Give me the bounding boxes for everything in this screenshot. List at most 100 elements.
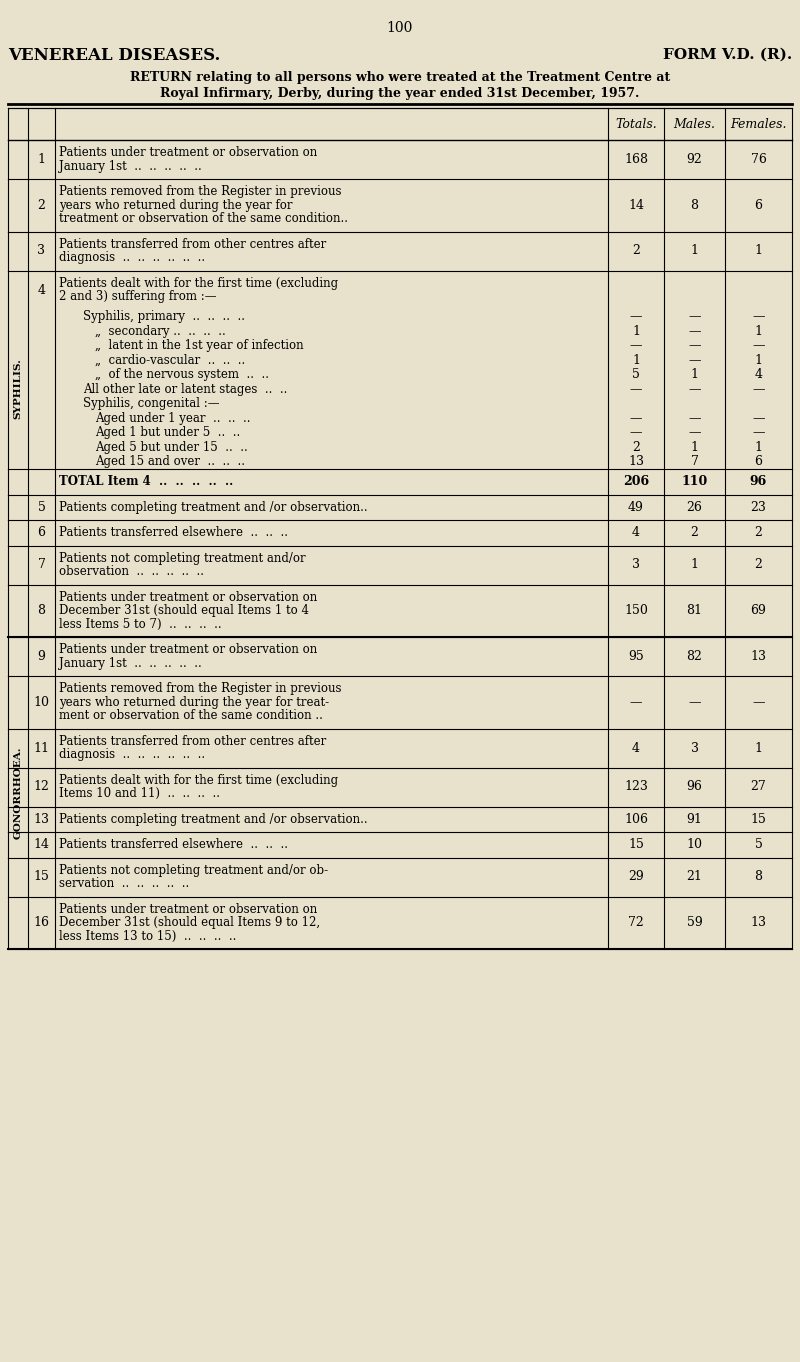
Text: Patients completing treatment and /or observation..: Patients completing treatment and /or ob… — [59, 813, 368, 825]
Text: —: — — [688, 354, 701, 366]
Text: —: — — [630, 339, 642, 353]
Text: 1: 1 — [754, 354, 762, 366]
Text: 168: 168 — [624, 153, 648, 166]
Text: 10: 10 — [34, 696, 50, 708]
Text: 1: 1 — [632, 354, 640, 366]
Text: GONORRHOEA.: GONORRHOEA. — [14, 746, 22, 839]
Text: 12: 12 — [34, 780, 50, 794]
Text: Syphilis, primary  ..  ..  ..  ..: Syphilis, primary .. .. .. .. — [83, 311, 245, 323]
Text: 110: 110 — [682, 475, 708, 488]
Text: years who returned during the year for: years who returned during the year for — [59, 199, 293, 211]
Text: —: — — [688, 696, 701, 708]
Text: Aged 15 and over  ..  ..  ..: Aged 15 and over .. .. .. — [95, 455, 245, 469]
Text: 15: 15 — [628, 838, 644, 851]
Text: 5: 5 — [38, 501, 46, 513]
Text: 21: 21 — [686, 870, 702, 884]
Text: SYPHILIS.: SYPHILIS. — [14, 358, 22, 419]
Text: —: — — [630, 383, 642, 396]
Text: 1: 1 — [754, 245, 762, 257]
Text: Patients transferred elsewhere  ..  ..  ..: Patients transferred elsewhere .. .. .. — [59, 526, 288, 539]
Text: 2: 2 — [690, 526, 698, 539]
Text: 13: 13 — [750, 650, 766, 663]
Text: 1: 1 — [38, 153, 46, 166]
Text: Patients dealt with for the first time (excluding: Patients dealt with for the first time (… — [59, 276, 338, 290]
Text: 92: 92 — [686, 153, 702, 166]
Text: 2: 2 — [754, 558, 762, 572]
Text: 96: 96 — [750, 475, 767, 488]
Text: Patients completing treatment and /or observation..: Patients completing treatment and /or ob… — [59, 501, 368, 513]
Text: 3: 3 — [632, 558, 640, 572]
Text: Patients transferred from other centres after: Patients transferred from other centres … — [59, 238, 326, 251]
Text: RETURN relating to all persons who were treated at the Treatment Centre at: RETURN relating to all persons who were … — [130, 71, 670, 84]
Text: 2 and 3) suffering from :—: 2 and 3) suffering from :— — [59, 290, 217, 304]
Text: 8: 8 — [690, 199, 698, 211]
Text: Aged 1 but under 5  ..  ..: Aged 1 but under 5 .. .. — [95, 426, 240, 440]
Text: —: — — [630, 311, 642, 323]
Text: Females.: Females. — [730, 117, 786, 131]
Text: 7: 7 — [38, 558, 46, 572]
Text: 106: 106 — [624, 813, 648, 825]
Text: —: — — [688, 411, 701, 425]
Text: 29: 29 — [628, 870, 644, 884]
Text: —: — — [752, 696, 765, 708]
Text: 4: 4 — [632, 741, 640, 755]
Text: Patients dealt with for the first time (excluding: Patients dealt with for the first time (… — [59, 774, 338, 787]
Text: —: — — [688, 383, 701, 396]
Text: Patients transferred elsewhere  ..  ..  ..: Patients transferred elsewhere .. .. .. — [59, 838, 288, 851]
Text: 59: 59 — [686, 917, 702, 929]
Text: 6: 6 — [754, 455, 762, 469]
Text: 13: 13 — [628, 455, 644, 469]
Text: 150: 150 — [624, 605, 648, 617]
Text: Totals.: Totals. — [615, 117, 657, 131]
Text: January 1st  ..  ..  ..  ..  ..: January 1st .. .. .. .. .. — [59, 159, 202, 173]
Text: 26: 26 — [686, 501, 702, 513]
Text: —: — — [752, 411, 765, 425]
Text: servation  ..  ..  ..  ..  ..: servation .. .. .. .. .. — [59, 877, 190, 891]
Text: „  latent in the 1st year of infection: „ latent in the 1st year of infection — [95, 339, 304, 353]
Text: less Items 5 to 7)  ..  ..  ..  ..: less Items 5 to 7) .. .. .. .. — [59, 618, 222, 631]
Text: —: — — [630, 411, 642, 425]
Text: VENEREAL DISEASES.: VENEREAL DISEASES. — [8, 46, 220, 64]
Text: years who returned during the year for treat-: years who returned during the year for t… — [59, 696, 329, 708]
Text: 1: 1 — [754, 324, 762, 338]
Text: 13: 13 — [34, 813, 50, 825]
Text: diagnosis  ..  ..  ..  ..  ..  ..: diagnosis .. .. .. .. .. .. — [59, 251, 205, 264]
Text: —: — — [688, 426, 701, 440]
Text: Patients removed from the Register in previous: Patients removed from the Register in pr… — [59, 682, 342, 695]
Text: 14: 14 — [34, 838, 50, 851]
Text: ment or observation of the same condition ..: ment or observation of the same conditio… — [59, 710, 323, 722]
Text: 5: 5 — [632, 368, 640, 381]
Text: 8: 8 — [38, 605, 46, 617]
Text: Items 10 and 11)  ..  ..  ..  ..: Items 10 and 11) .. .. .. .. — [59, 787, 220, 801]
Text: observation  ..  ..  ..  ..  ..: observation .. .. .. .. .. — [59, 565, 204, 579]
Text: Patients under treatment or observation on: Patients under treatment or observation … — [59, 643, 318, 656]
Text: 4: 4 — [632, 526, 640, 539]
Text: 49: 49 — [628, 501, 644, 513]
Text: 5: 5 — [754, 838, 762, 851]
Text: Patients under treatment or observation on: Patients under treatment or observation … — [59, 903, 318, 915]
Text: 91: 91 — [686, 813, 702, 825]
Text: 16: 16 — [34, 917, 50, 929]
Text: —: — — [630, 426, 642, 440]
Text: Patients under treatment or observation on: Patients under treatment or observation … — [59, 591, 318, 603]
Text: —: — — [752, 311, 765, 323]
Text: Royal Infirmary, Derby, during the year ended 31st December, 1957.: Royal Infirmary, Derby, during the year … — [160, 87, 640, 101]
Text: 1: 1 — [690, 245, 698, 257]
Text: 2: 2 — [38, 199, 46, 211]
Text: Patients removed from the Register in previous: Patients removed from the Register in pr… — [59, 185, 342, 199]
Text: —: — — [752, 383, 765, 396]
Text: TOTAL Item 4  ..  ..  ..  ..  ..: TOTAL Item 4 .. .. .. .. .. — [59, 475, 234, 488]
Text: Patients under treatment or observation on: Patients under treatment or observation … — [59, 146, 318, 159]
Text: —: — — [688, 311, 701, 323]
Text: 72: 72 — [628, 917, 644, 929]
Text: 3: 3 — [38, 245, 46, 257]
Text: „  of the nervous system  ..  ..: „ of the nervous system .. .. — [95, 368, 269, 381]
Text: 4: 4 — [754, 368, 762, 381]
Text: Aged under 1 year  ..  ..  ..: Aged under 1 year .. .. .. — [95, 411, 250, 425]
Text: 23: 23 — [750, 501, 766, 513]
Text: 13: 13 — [750, 917, 766, 929]
Text: —: — — [752, 426, 765, 440]
Text: 15: 15 — [750, 813, 766, 825]
Text: 82: 82 — [686, 650, 702, 663]
Text: —: — — [688, 339, 701, 353]
